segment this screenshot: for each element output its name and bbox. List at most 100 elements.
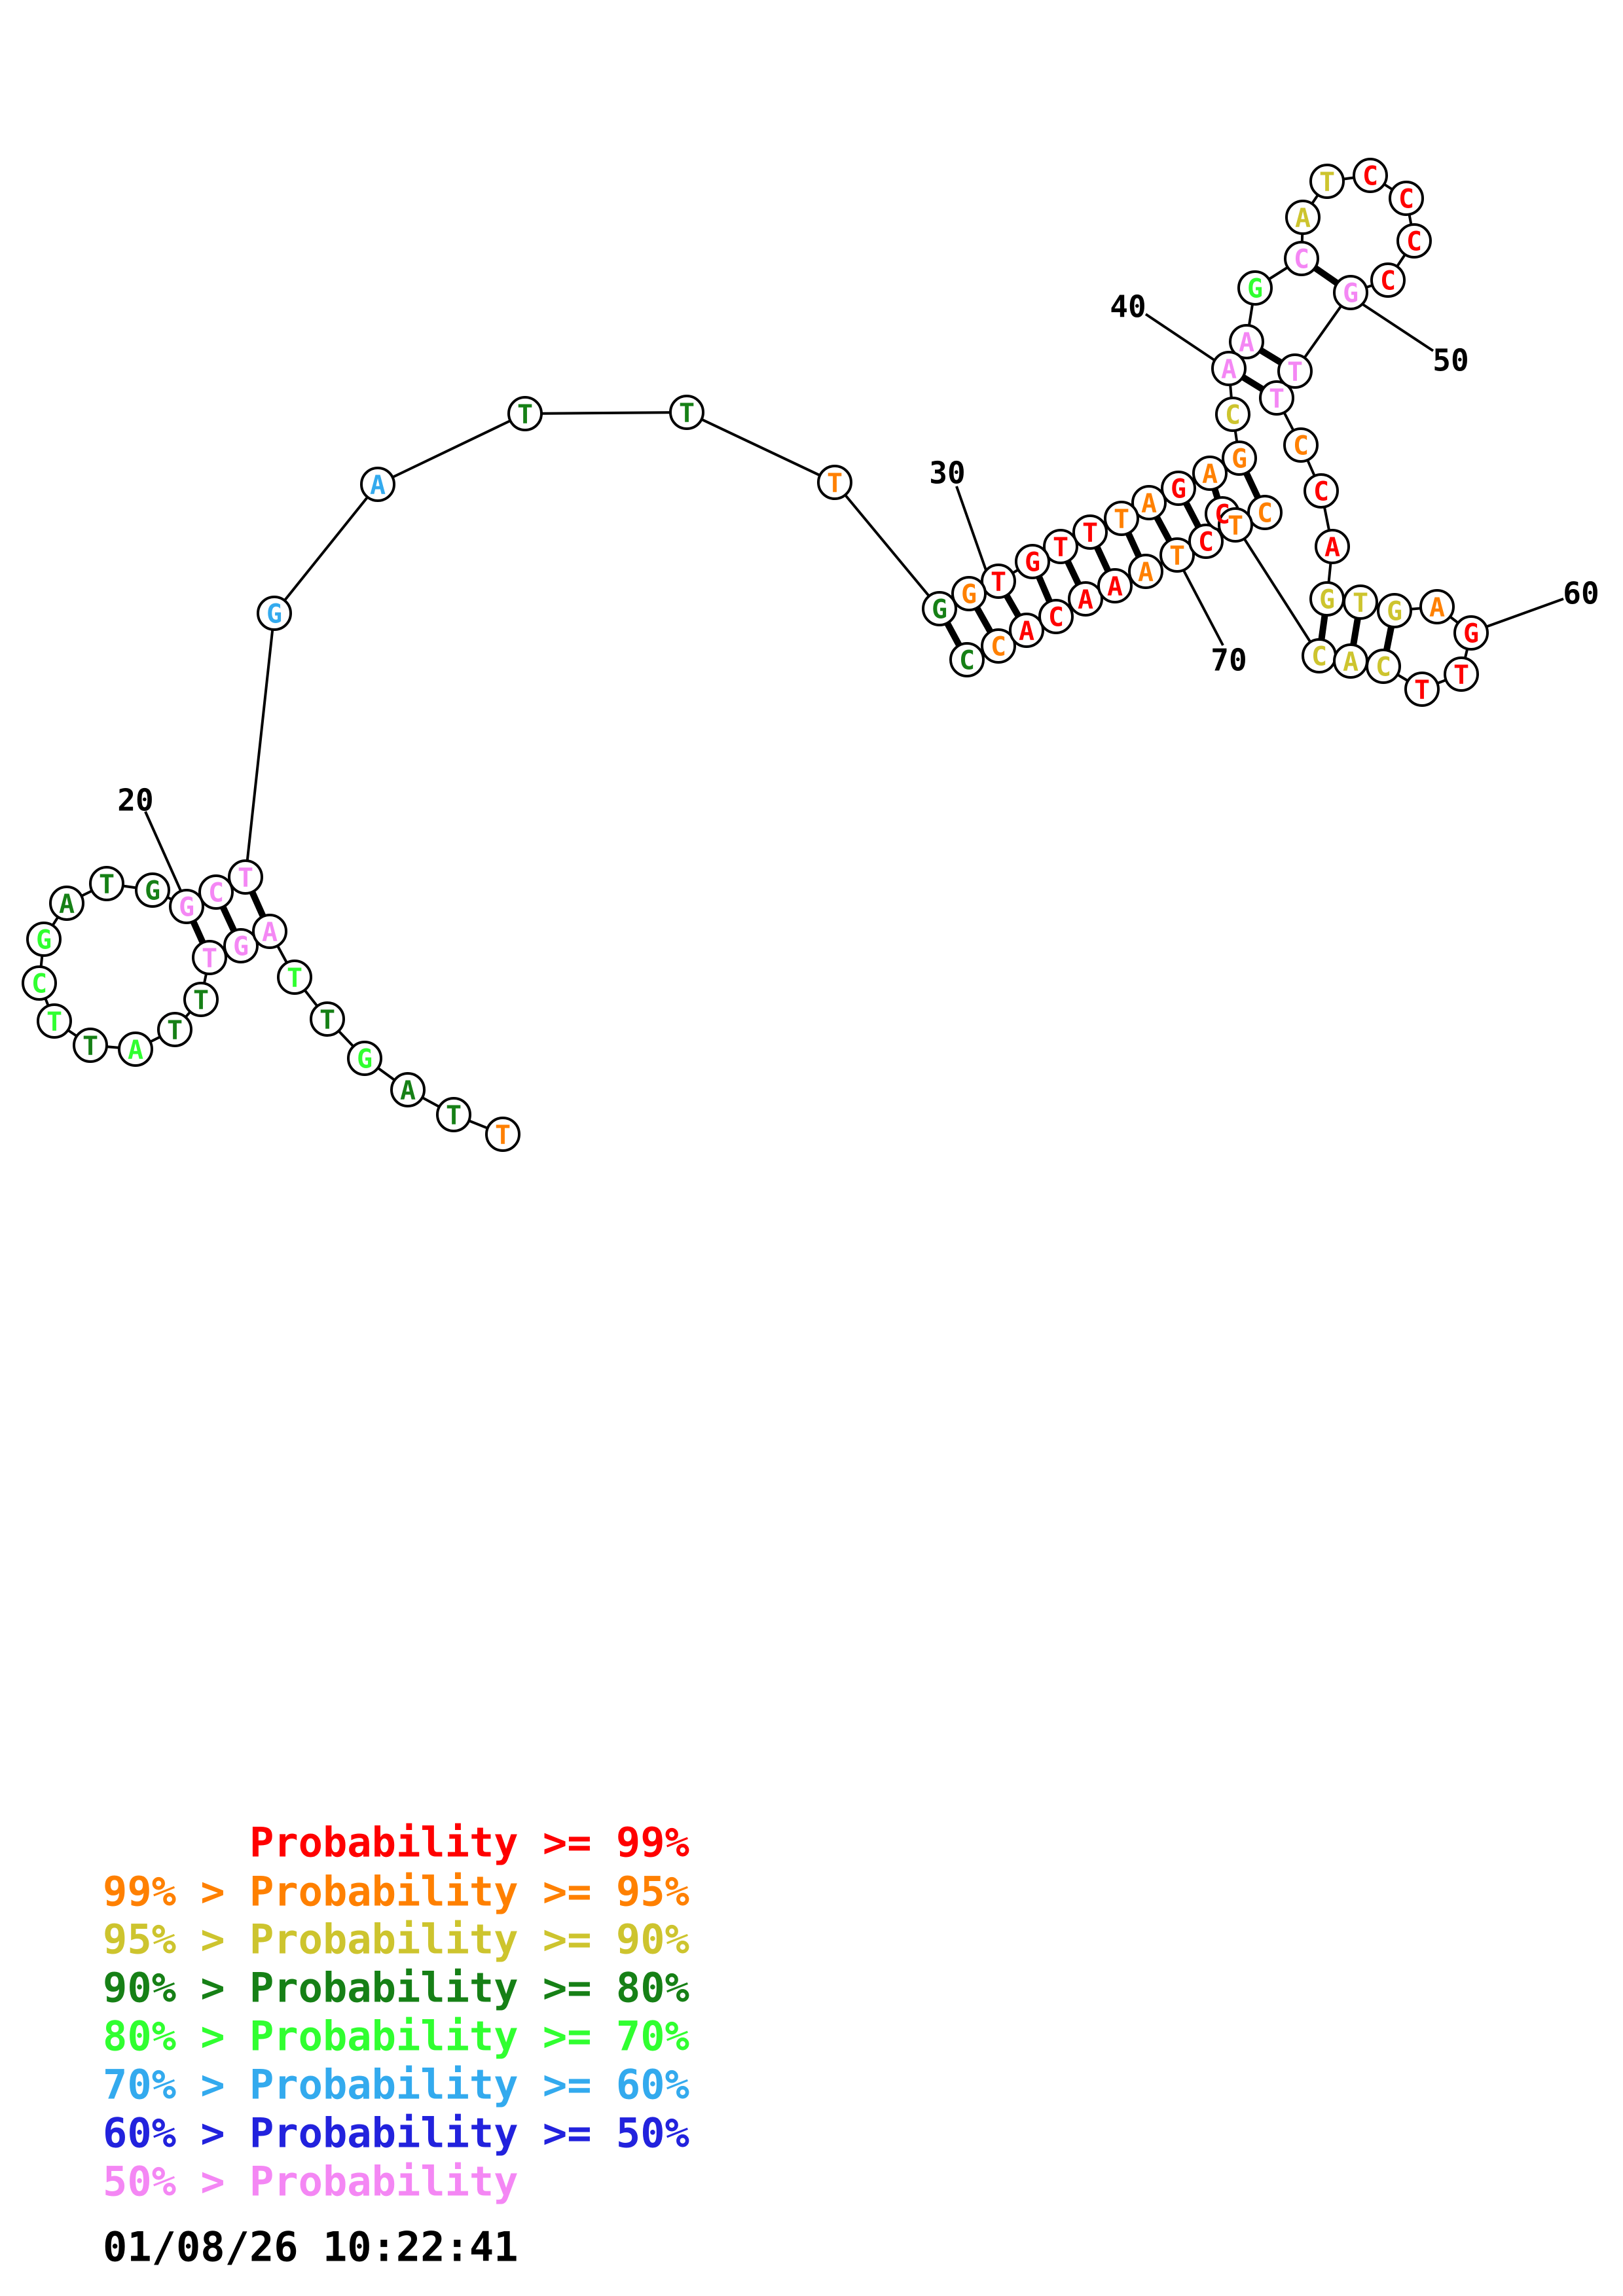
nucleotide-base-letter: T [1269,384,1285,414]
nucleotide-circle [981,628,1016,664]
nucleotide-base-letter: T [517,399,533,429]
nucleotide-base-letter: T [1228,511,1243,541]
nucleotide-base-letter: G [145,876,160,906]
nucleotide-circle [949,642,985,677]
nucleotide-circle [1370,262,1406,298]
nucleotide-base-letter: G [357,1044,373,1074]
nucleotide-circle [89,866,124,901]
nucleotide-base-letter: C [1398,184,1414,214]
nucleotide-base-letter: C [1362,161,1378,191]
nucleotide-circle [135,872,170,908]
nucleotide-circle [1068,581,1103,617]
nucleotide-base-letter: A [1019,616,1034,646]
nucleotide-base-letter: A [59,889,75,919]
backbone-segment [244,613,276,878]
nucleotide-base-letter: T [991,567,1006,597]
nucleotide-base-letter: T [1114,504,1129,534]
timestamp: 01/08/26 10:22:41 [103,2223,519,2271]
nucleotide-base-letter: C [1380,266,1396,296]
nucleotide-base-letter: A [1138,557,1154,587]
backbone-layer [38,174,1472,1136]
nucleotide-circle [223,928,259,963]
nucleotide-circle [485,1117,520,1152]
nucleotide-circle [1284,241,1319,276]
nucleotide-base-letter: C [1406,226,1422,257]
nucleotide-circle [981,564,1016,599]
nucleotide-base-letter: T [679,398,695,428]
nucleotide-base-letter: G [1319,584,1335,615]
backbone-segment [377,412,526,486]
nucleotide-base-letter: G [1343,278,1359,308]
nucleotide-circle [22,965,57,1001]
nucleotide-circle [198,874,234,910]
nucleotide-circle [1259,380,1294,416]
nucleotide-circle [73,1028,108,1063]
backbone-segment [686,411,835,484]
nucleotide-circle [390,1072,426,1107]
nucleotide-circle [347,1041,382,1076]
nucleotide-base-letter: T [1053,532,1068,562]
nucleotide-circle [228,859,263,895]
nucleotide-circle [1211,351,1247,386]
nucleotide-circle [1377,593,1412,628]
nucleotide-circle [26,922,62,957]
nucleotide-base-letter: C [208,878,224,908]
nucleotide-circle [507,396,543,431]
nucleotide-circle [1222,440,1257,476]
backbone-segment [833,481,941,610]
nucleotide-base-letter: C [31,969,47,999]
nucleotide-circle [360,467,395,502]
nucleotide-circle [1237,270,1273,306]
nucleotide-base-letter: T [1319,167,1335,197]
nucleotide-base-letter: T [495,1120,511,1150]
nucleotide-base-letter: T [99,869,115,899]
nucleotide-base-letter: T [827,468,843,498]
nucleotide-circle [1309,581,1345,617]
nucleotide-circle [257,596,292,631]
nucleotide-base-letter: A [1107,571,1123,601]
nucleotide-base-letter: C [1048,602,1064,632]
nucleotide-base-letter: T [287,963,302,993]
nucleotide-base-letter: C [1311,641,1327,672]
nucleotide-base-letter: A [1202,459,1218,489]
nucleotide-base-letter: G [266,599,282,629]
nucleotide-base-letter: A [1221,354,1237,384]
nucleotide-base-letter: T [1169,541,1185,571]
nucleotide-circle [37,1003,72,1039]
nucleotide-circle [169,889,204,924]
legend-row-50: 60% > Probability >= 50% [103,2109,689,2157]
nucleotide-circle [1453,615,1489,651]
nucleotide-circle [951,576,987,611]
nucleotide-circle [1283,427,1319,463]
backbone-segment [1234,524,1321,657]
position-label-leader [1180,565,1224,646]
nucleotide-circle [1009,613,1044,648]
nucleotide-base-letter: T [1353,588,1368,618]
nucleotide-base-letter: A [1141,488,1157,518]
nucleotide-base-letter: C [1376,652,1391,682]
nucleotide-circle [277,960,312,995]
nucleotide-base-letter: C [1294,244,1309,274]
nucleotide-circle [183,982,219,1017]
nucleotide-base-letter: C [959,645,975,675]
nucleotide-base-letter: T [202,943,217,973]
nucleotide-base-letter: T [446,1100,462,1130]
nucleotide-base-letter: A [1078,584,1093,615]
nucleotide-base-letter: G [1171,474,1186,504]
nucleotide-circle [252,914,287,949]
nucleotide-base-letter: A [370,470,386,500]
nucleotide-circle [1396,223,1432,259]
nucleotide-circle [118,1031,153,1067]
nucleotide-base-letter: T [46,1007,62,1037]
nucleotide-circle [1333,275,1368,310]
nucleotide-circle [1404,672,1440,707]
nucleotide-circle [1192,456,1228,491]
nucleotide-circle [1097,568,1133,603]
position-label-leader [144,811,185,899]
nucleotide-base-letter: C [1198,527,1214,557]
nucleotide-circle [1215,397,1250,432]
nucleotide-base-letter: G [961,579,977,609]
